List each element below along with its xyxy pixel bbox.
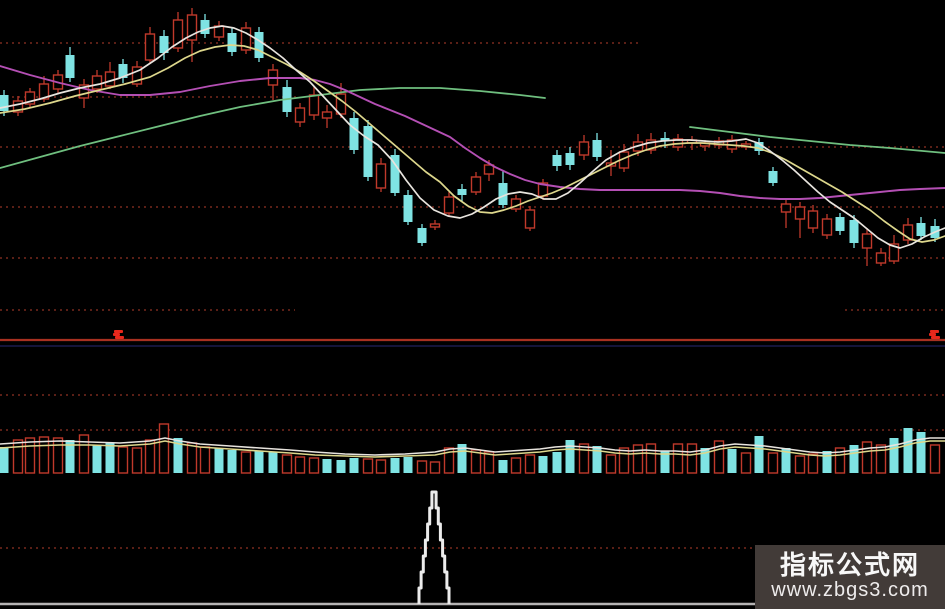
candlestick-pane (0, 8, 940, 266)
watermark-url: www.zbgs3.com (771, 579, 929, 602)
signal-line-pane (0, 330, 945, 347)
volume-pane (0, 423, 945, 474)
watermark: 指标公式网 www.zbgs3.com (755, 545, 945, 609)
watermark-title: 指标公式网 (779, 549, 920, 580)
ma-lines (0, 25, 945, 249)
